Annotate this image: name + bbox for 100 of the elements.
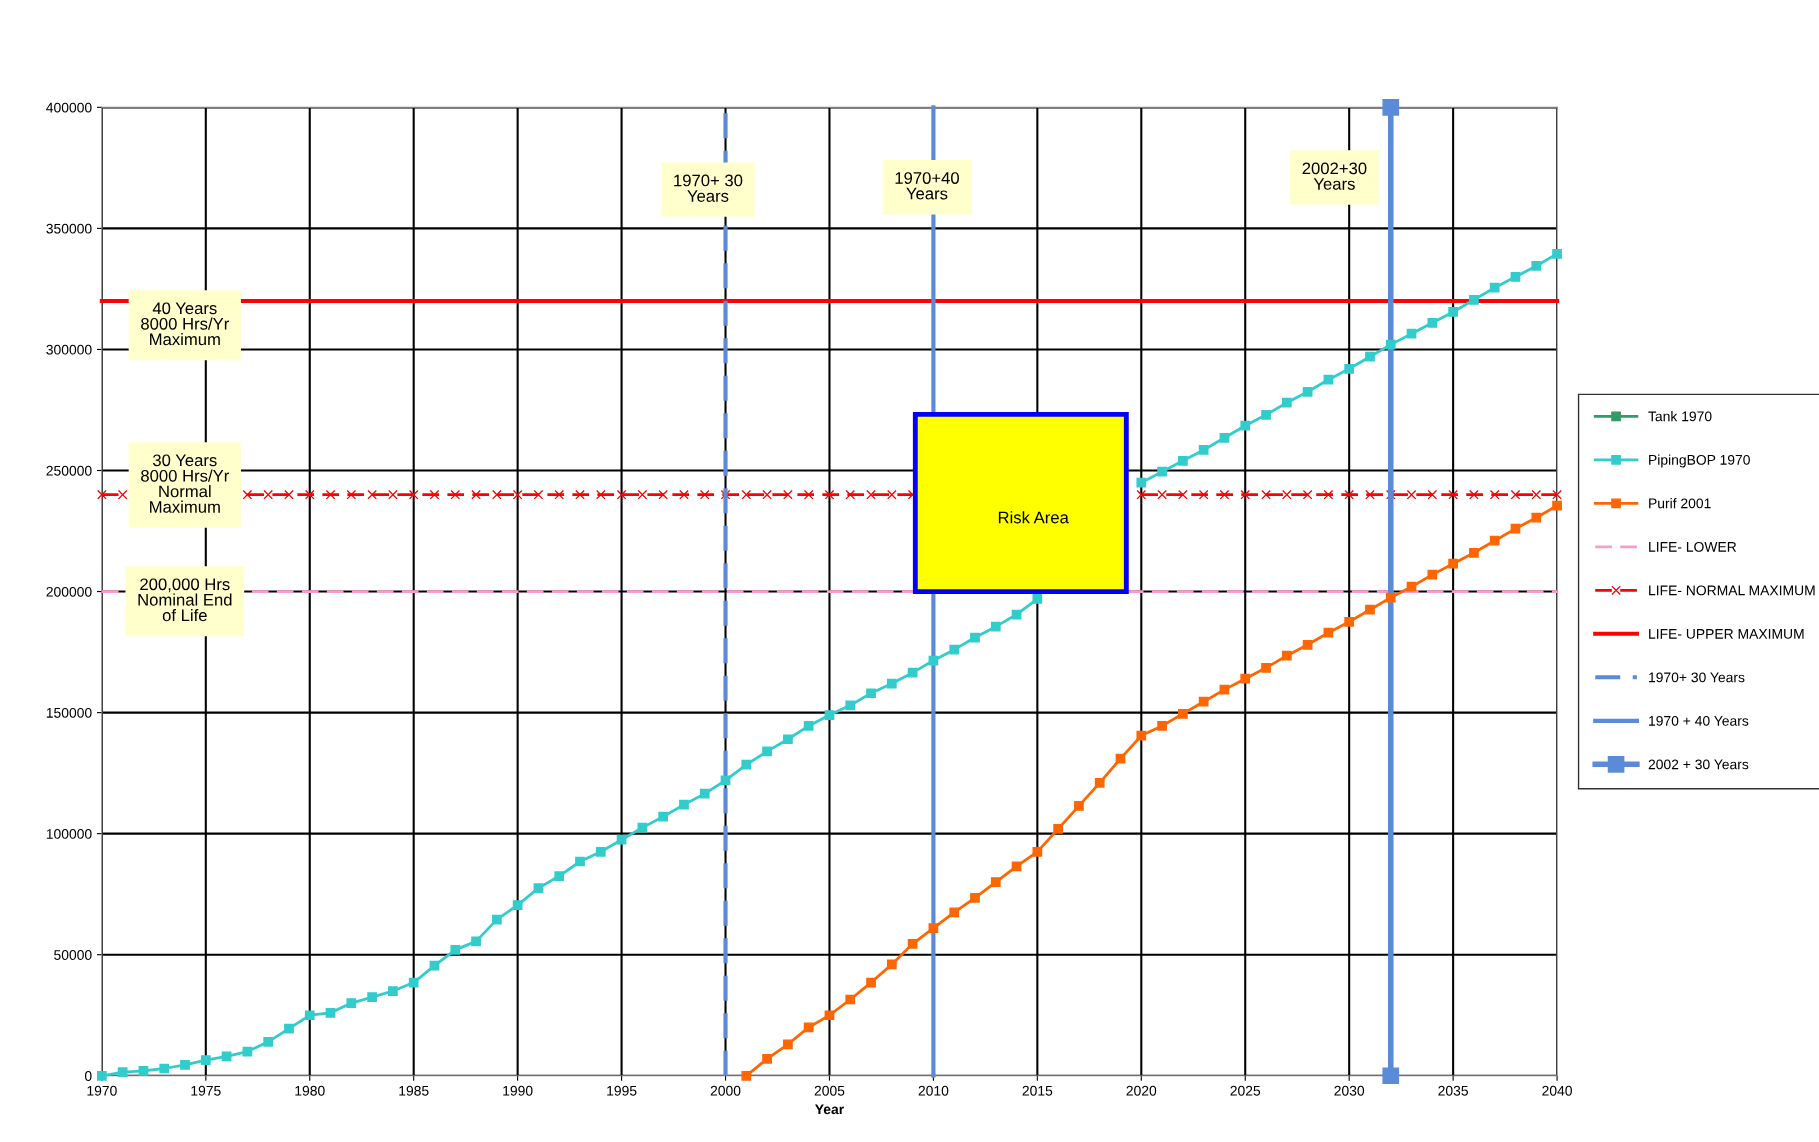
point: [284, 489, 294, 500]
point: [97, 489, 107, 500]
point: [1344, 616, 1355, 627]
point: [1489, 489, 1500, 500]
point: [1240, 673, 1251, 684]
point: [408, 489, 419, 500]
point: [491, 489, 502, 500]
point: [533, 489, 544, 500]
point: [824, 489, 835, 500]
point: [1198, 489, 1209, 500]
x-tick-label: 1975: [191, 1085, 221, 1096]
point: [1552, 500, 1562, 511]
annotation: 2002+30 Years: [1302, 162, 1367, 190]
point: [762, 1053, 772, 1064]
x-axis-title: Year: [815, 1104, 844, 1115]
point: [1302, 639, 1313, 650]
point: [1094, 777, 1105, 788]
point: [1427, 569, 1438, 580]
point: [803, 489, 814, 500]
point: [1552, 489, 1562, 500]
point: [783, 489, 793, 500]
point: [1344, 489, 1355, 500]
point: [1136, 730, 1147, 741]
point: [1053, 823, 1064, 834]
x-tick-label: 1970: [87, 1085, 117, 1096]
point: [1281, 650, 1292, 661]
point: [658, 489, 669, 500]
point: [1178, 708, 1188, 719]
point: [1011, 861, 1022, 872]
legend-label: LIFE- LOWER: [1649, 541, 1737, 552]
point: [699, 489, 710, 500]
point: [1074, 800, 1084, 811]
point: [1489, 535, 1500, 546]
y-tick-label: 250000: [46, 465, 92, 476]
legend-label: Tank 1970: [1648, 411, 1712, 422]
point: [1157, 489, 1167, 500]
point: [1382, 99, 1400, 116]
point: [1385, 592, 1396, 603]
point: [1382, 1067, 1400, 1085]
point: [1531, 489, 1542, 500]
point: [388, 489, 398, 500]
point: [367, 489, 377, 500]
point: [970, 892, 980, 903]
x-tick-label: 2035: [1438, 1085, 1468, 1096]
y-tick-label: 400000: [46, 102, 92, 113]
legend-label: 1970+ 30 Years: [1649, 672, 1745, 683]
point: [1365, 489, 1375, 500]
x-tick-label: 1995: [607, 1085, 637, 1096]
x-tick-label: 2030: [1334, 1085, 1365, 1096]
point: [242, 489, 253, 500]
point: [1427, 489, 1438, 500]
y-tick-label: 100000: [46, 828, 92, 839]
point: [949, 907, 960, 918]
point: [575, 489, 585, 500]
legend-label: LIFE- UPPER MAXIMUM: [1649, 629, 1804, 639]
point: [886, 959, 897, 970]
x-tick-label: 2040: [1542, 1085, 1572, 1096]
x-tick-label: 2025: [1230, 1085, 1261, 1096]
point: [1261, 489, 1271, 500]
annotation: 40 Years 8000 Hrs/Yr Maximum: [141, 302, 229, 346]
point: [1178, 489, 1188, 500]
y-tick-label: 350000: [46, 223, 92, 234]
point: [928, 923, 939, 933]
x-tick-label: 2010: [918, 1085, 949, 1096]
point: [1302, 489, 1313, 500]
point: [304, 489, 315, 500]
y-tick-label: 150000: [46, 707, 92, 718]
x-tick-label: 2000: [710, 1085, 741, 1096]
point: [866, 489, 876, 500]
point: [325, 489, 336, 500]
point: [616, 489, 627, 500]
point: [741, 1070, 752, 1081]
point: [907, 938, 918, 949]
x-tick-label: 1980: [295, 1085, 325, 1096]
point: [554, 489, 565, 500]
y-tick-label: 0: [84, 1071, 92, 1081]
point: [824, 1010, 835, 1021]
point: [803, 1022, 814, 1033]
point: [595, 489, 606, 500]
point: [1157, 721, 1167, 731]
point: [263, 489, 274, 500]
point: [1198, 696, 1209, 707]
x-tick-label: 2020: [1126, 1085, 1157, 1096]
annotation: Risk Area: [998, 511, 1069, 524]
point: [741, 489, 752, 500]
point: [1136, 489, 1147, 500]
point: [1469, 547, 1479, 558]
legend-label: PipingBOP 1970: [1649, 454, 1750, 468]
point: [845, 489, 856, 500]
point: [1531, 512, 1542, 523]
point: [1032, 846, 1043, 857]
legend-label: LIFE- NORMAL MAXIMUM: [1649, 585, 1815, 596]
y-tick-label: 50000: [54, 950, 92, 960]
x-tick-label: 1990: [503, 1085, 533, 1096]
point: [990, 877, 1001, 887]
legend-label: 2002 + 30 Years: [1648, 759, 1749, 770]
point: [866, 977, 876, 988]
annotation: 1970+ 30 Years: [674, 174, 743, 202]
point: [1448, 489, 1458, 500]
point: [117, 489, 128, 500]
